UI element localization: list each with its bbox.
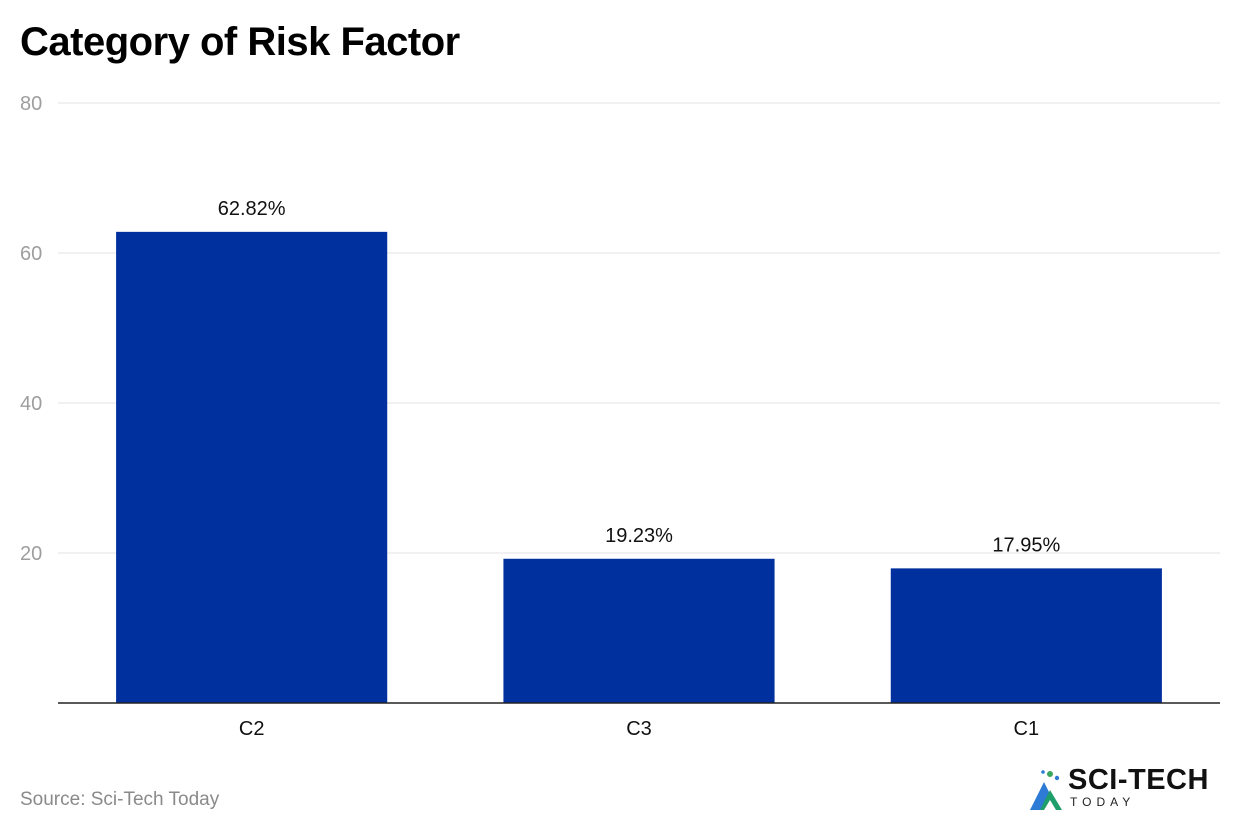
y-tick-label: 60 bbox=[20, 243, 42, 265]
logo-main-text: SCI-TECH bbox=[1068, 764, 1209, 796]
data-label: 62.82% bbox=[218, 198, 286, 220]
x-tick-label: C1 bbox=[1014, 718, 1040, 740]
sci-tech-logo: SCI-TECH TODAY bbox=[1028, 766, 1218, 814]
y-tick-label: 40 bbox=[20, 393, 42, 415]
bar bbox=[890, 568, 1162, 703]
data-label: 19.23% bbox=[605, 525, 673, 547]
bar bbox=[116, 231, 388, 703]
bar bbox=[503, 558, 775, 703]
y-tick-label: 20 bbox=[20, 543, 42, 565]
x-tick-label: C2 bbox=[239, 718, 265, 740]
sci-tech-mountain-logo-icon bbox=[1030, 770, 1062, 810]
y-tick-label: 80 bbox=[20, 93, 42, 115]
data-label: 17.95% bbox=[992, 534, 1060, 556]
x-tick-label: C3 bbox=[626, 718, 652, 740]
source-note: Source: Sci-Tech Today bbox=[20, 789, 220, 810]
logo-sub-text: TODAY bbox=[1070, 795, 1136, 809]
chart-title: Category of Risk Factor bbox=[20, 20, 460, 64]
